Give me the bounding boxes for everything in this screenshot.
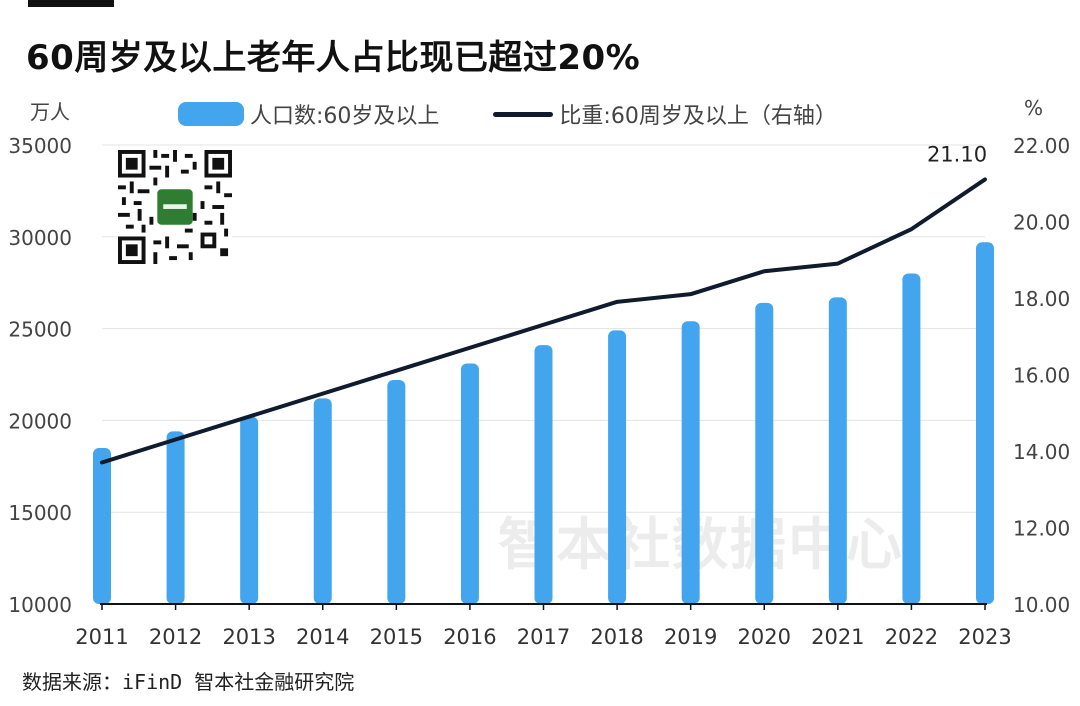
left-axis-unit: 万人 [30,100,70,124]
legend-bar-swatch [178,102,244,126]
source-note: 数据来源：iFinD 智本社金融研究院 [22,670,355,694]
y-left-tick-label: 35000 [8,134,72,158]
x-tick-label: 2015 [370,625,423,649]
bar-2023 [976,242,994,605]
legend-line-label: 比重:60周岁及以上（右轴） [559,104,837,129]
y-left-tick-label: 25000 [8,318,72,342]
x-tick-label: 2019 [664,625,717,649]
bar-2012 [166,431,185,604]
y-right-tick-label: 14.00 [1013,440,1070,464]
x-tick-label: 2017 [517,625,570,649]
x-tick-label: 2013 [222,625,275,649]
x-tick-label: 2018 [590,625,643,649]
bar-2011 [93,447,111,604]
bar-2020 [755,302,774,604]
legend-line-swatch [493,111,554,117]
x-tick-label: 2011 [75,625,128,649]
bar-2021 [828,297,847,604]
data-label-2023: 21.10 [927,142,987,166]
bar-2014 [313,398,332,604]
bar-2019 [681,321,700,604]
bar-2022 [902,273,921,604]
line-series-ratio [100,177,987,465]
legend-item-line: 比重:60周岁及以上（右轴） [453,98,837,130]
y-left-tick-label: 20000 [8,409,72,433]
bar-2017 [534,345,553,604]
y-right-tick-label: 10.00 [1013,593,1070,617]
bar-2015 [387,380,406,604]
x-tick-label: 2012 [149,625,202,649]
y-left-tick-label: 10000 [8,593,72,617]
x-tick-label: 2016 [443,625,496,649]
legend-item-bar: 人口数:60岁及以上 [178,98,439,130]
x-tick-label: 2014 [296,625,349,649]
title-accent-bar [28,0,114,7]
x-tick-label: 2021 [811,625,864,649]
bar-2013 [240,416,259,604]
y-left-tick-label: 30000 [8,226,72,250]
bar-2018 [608,330,627,604]
y-right-tick-label: 22.00 [1013,134,1070,158]
bar-2016 [460,363,479,604]
y-left-tick-label: 15000 [8,501,72,525]
qr-code-icon [118,150,232,264]
y-right-tick-label: 12.00 [1013,517,1070,541]
chart-title: 60周岁及以上老年人占比现已超过20% [26,38,641,78]
x-tick-label: 2023 [958,625,1011,649]
chart-legend: 人口数:60岁及以上 比重:60周岁及以上（右轴） [178,98,837,130]
y-right-tick-label: 16.00 [1013,364,1070,388]
legend-bar-label: 人口数:60岁及以上 [250,104,440,129]
x-tick-label: 2020 [738,625,791,649]
x-tick-label: 2022 [885,625,938,649]
y-right-tick-label: 20.00 [1013,211,1070,235]
y-right-tick-label: 18.00 [1013,287,1070,311]
right-axis-unit: % [1024,96,1044,120]
